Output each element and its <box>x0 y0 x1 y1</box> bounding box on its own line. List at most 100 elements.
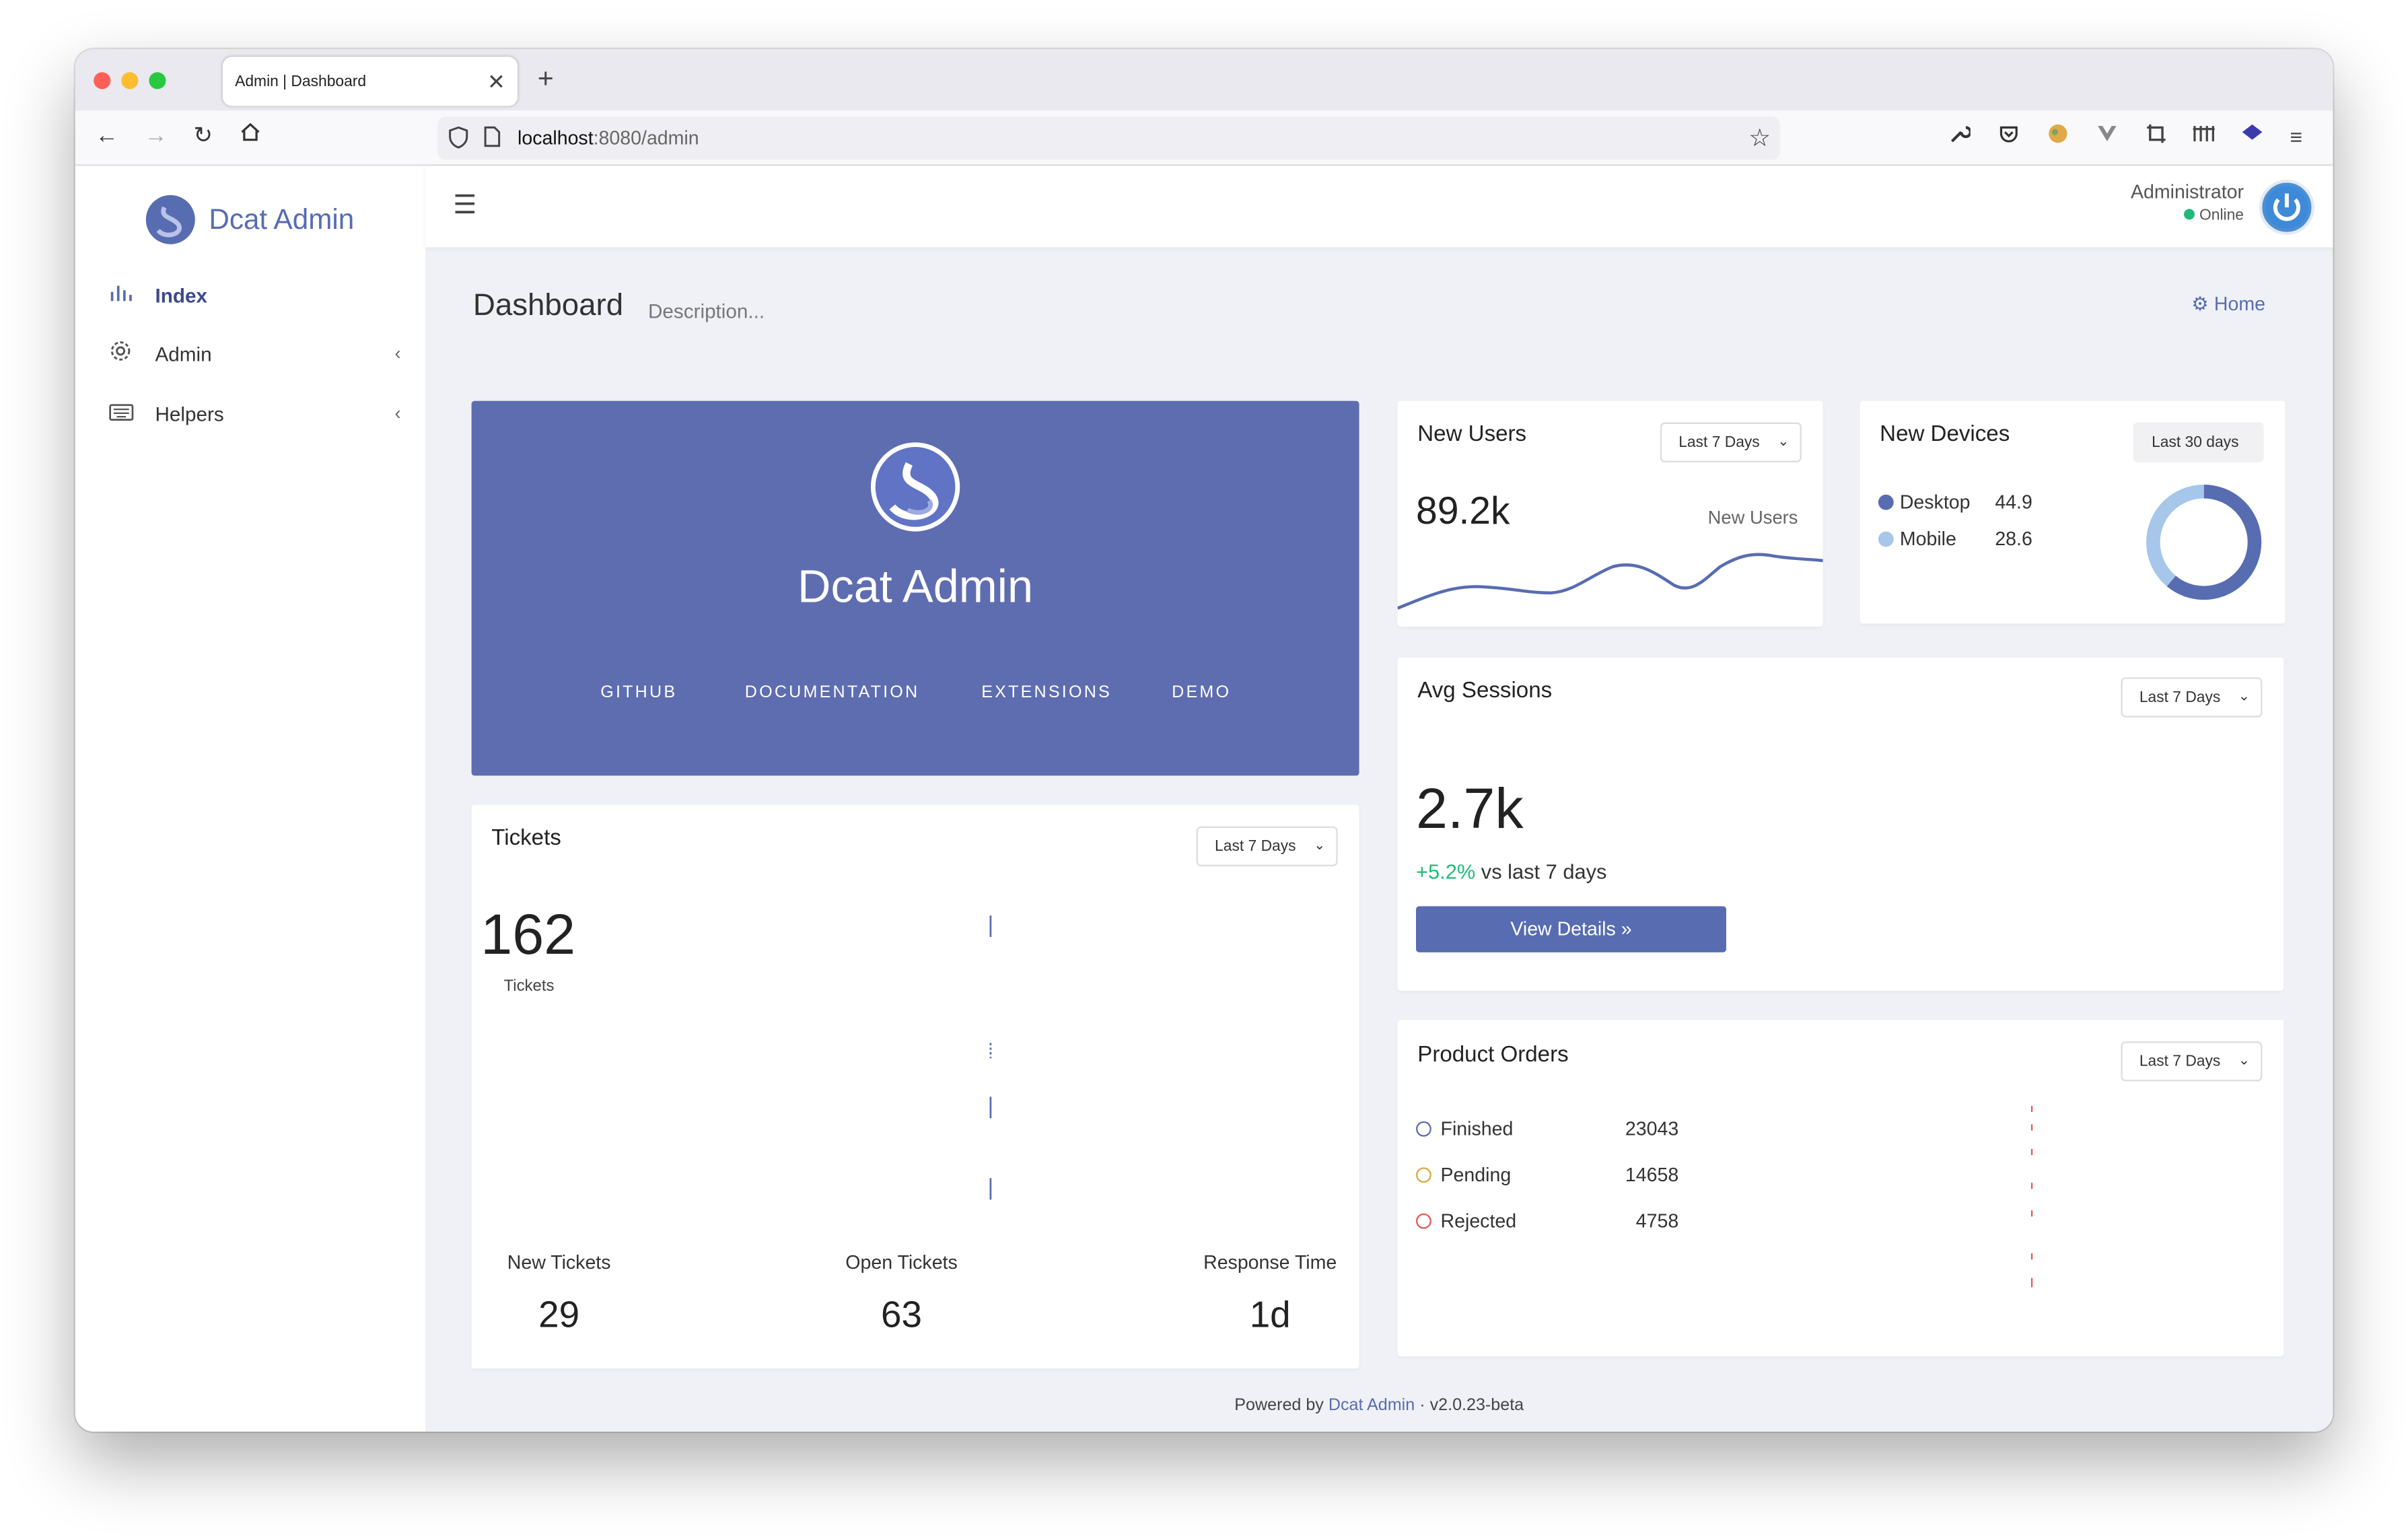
hero-banner: Dcat Admin GITHUB DOCUMENTATION EXTENSIO… <box>471 400 1359 776</box>
avg-sessions-value: 2.7k <box>1416 777 1524 841</box>
online-dot-icon <box>2184 209 2195 220</box>
tickets-value: 162 <box>481 903 576 967</box>
orders-pending: Pending 14658 <box>1416 1164 1678 1186</box>
dashboard-icon: ⚙ <box>2191 293 2209 315</box>
card-title: New Users <box>1417 422 1527 448</box>
layers-icon[interactable] <box>2240 123 2263 151</box>
avg-sessions-card: Avg Sessions Last 7 Days ⌄ 2.7k +5.2% vs … <box>1397 657 2284 991</box>
forward-icon[interactable]: → <box>144 123 168 149</box>
sidebar-item-label: Index <box>155 283 207 307</box>
tickets-chart <box>989 915 992 1200</box>
footer: Powered by Dcat Admin · v2.0.23-beta <box>1234 1396 1524 1415</box>
sidebar-item-index[interactable]: Index <box>109 277 416 314</box>
sidebar: Dcat Admin Index Admin ‹ Helpers ‹ <box>75 166 426 1432</box>
stat-open-tickets: Open Tickets 63 <box>845 1251 958 1337</box>
page-icon <box>484 126 501 155</box>
rejected-ring-icon <box>1416 1213 1431 1229</box>
browser-menu-icon[interactable]: ≡ <box>2290 124 2303 149</box>
card-title: Tickets <box>491 826 561 851</box>
ruler-icon[interactable] <box>2191 123 2216 151</box>
new-devices-card: New Devices Last 30 days Desktop 44.9 Mo… <box>1860 400 2286 624</box>
url-text: localhost:8080/admin <box>518 127 699 149</box>
brand[interactable]: Dcat Admin <box>145 194 355 246</box>
documentation-link[interactable]: DOCUMENTATION <box>744 683 920 702</box>
footer-link[interactable]: Dcat Admin <box>1328 1396 1415 1415</box>
finished-ring-icon <box>1416 1121 1431 1137</box>
tickets-label: Tickets <box>503 977 555 996</box>
sidebar-item-helpers[interactable]: Helpers ‹ <box>109 394 416 431</box>
crop-icon[interactable] <box>2146 123 2167 151</box>
legend-desktop: Desktop 44.9 <box>1878 491 2032 513</box>
close-tab-icon[interactable]: ✕ <box>487 69 505 94</box>
series-label: New Users <box>1707 507 1798 529</box>
range-select[interactable]: Last 7 Days ⌄ <box>2121 677 2263 718</box>
zoom-window-button[interactable] <box>149 72 166 90</box>
legend-mobile: Mobile 28.6 <box>1878 528 2032 550</box>
user-info[interactable]: Administrator Online <box>2131 181 2244 224</box>
hero-title: Dcat Admin <box>798 562 1034 613</box>
reload-icon[interactable]: ↻ <box>193 123 213 149</box>
card-title: Avg Sessions <box>1417 678 1553 704</box>
sidebar-item-label: Admin <box>155 341 212 365</box>
new-users-value: 89.2k <box>1416 489 1510 533</box>
brand-name: Dcat Admin <box>209 203 355 236</box>
sessions-change: +5.2% vs last 7 days <box>1416 860 1607 884</box>
demo-link[interactable]: DEMO <box>1172 683 1232 702</box>
range-select[interactable]: Last 7 Days ⌄ <box>1196 826 1338 867</box>
range-select[interactable]: Last 7 Days ⌄ <box>2121 1041 2263 1082</box>
sidebar-item-label: Helpers <box>155 401 224 425</box>
top-navbar: ☰ Administrator Online <box>425 166 2333 248</box>
address-bar[interactable]: localhost:8080/admin ☆ <box>437 116 1780 160</box>
mobile-dot-icon <box>1878 531 1894 547</box>
chevron-left-icon: ‹ <box>394 402 401 424</box>
range-button[interactable]: Last 30 days <box>2133 422 2264 462</box>
bar-chart-icon <box>109 283 137 308</box>
pending-ring-icon <box>1416 1167 1431 1183</box>
shield-icon[interactable] <box>448 126 468 157</box>
product-orders-card: Product Orders Last 7 Days ⌄ Finished 230… <box>1397 1020 2284 1357</box>
tickets-card: Tickets Last 7 Days ⌄ 162 Tickets New Tic… <box>471 804 1359 1369</box>
chevron-down-icon: ⌄ <box>2238 688 2251 704</box>
browser-toolbar: ← → ↻ localhost:8080/admin ☆ <box>75 110 2333 166</box>
stat-response-time: Response Time 1d <box>1203 1251 1337 1337</box>
hero-logo <box>870 442 960 532</box>
browser-window: Admin | Dashboard ✕ + ← → ↻ localhost:80… <box>75 49 2333 1432</box>
extension-icon[interactable] <box>2047 123 2069 151</box>
new-users-sparkline <box>1397 553 1823 610</box>
chevron-down-icon: ⌄ <box>2238 1052 2251 1068</box>
close-window-button[interactable] <box>94 72 111 90</box>
card-title: New Devices <box>1880 422 2010 448</box>
chevron-down-icon: ⌄ <box>1777 433 1790 449</box>
sidebar-item-admin[interactable]: Admin ‹ <box>109 335 416 372</box>
card-title: Product Orders <box>1417 1043 1569 1068</box>
keyboard-icon <box>109 402 137 425</box>
chevron-left-icon: ‹ <box>394 342 401 364</box>
back-icon[interactable]: ← <box>95 123 118 149</box>
orders-rejected: Rejected 4758 <box>1416 1210 1678 1232</box>
user-status: Online <box>2131 207 2244 224</box>
bookmark-star-icon[interactable]: ☆ <box>1748 126 1771 152</box>
avatar[interactable] <box>2259 179 2314 236</box>
pocket-icon[interactable] <box>1998 123 2020 151</box>
extensions-link[interactable]: EXTENSIONS <box>981 683 1112 702</box>
vue-devtools-icon[interactable] <box>2096 123 2118 151</box>
user-name: Administrator <box>2130 181 2244 203</box>
chevron-down-icon: ⌄ <box>1314 837 1326 853</box>
orders-finished: Finished 23043 <box>1416 1118 1678 1140</box>
devices-donut-chart <box>2146 484 2262 600</box>
menu-toggle-icon[interactable]: ☰ <box>453 190 476 220</box>
breadcrumb-home[interactable]: ⚙ Home <box>2191 293 2265 315</box>
minimize-window-button[interactable] <box>121 72 139 90</box>
github-link[interactable]: GITHUB <box>600 683 678 702</box>
page-title: Dashboard <box>472 289 624 323</box>
view-details-button[interactable]: View Details » <box>1416 906 1726 952</box>
gear-icon <box>109 339 137 367</box>
main-content: ☰ Administrator Online Dashboard Descrip… <box>425 166 2333 1432</box>
browser-tab[interactable]: Admin | Dashboard ✕ <box>222 57 518 106</box>
tab-bar: Admin | Dashboard ✕ + <box>75 49 2333 111</box>
new-tab-button[interactable]: + <box>537 63 554 94</box>
brand-logo <box>145 195 195 244</box>
home-icon[interactable] <box>240 121 261 152</box>
wrench-icon[interactable] <box>1949 123 1972 151</box>
range-select[interactable]: Last 7 Days ⌄ <box>1660 422 1802 462</box>
